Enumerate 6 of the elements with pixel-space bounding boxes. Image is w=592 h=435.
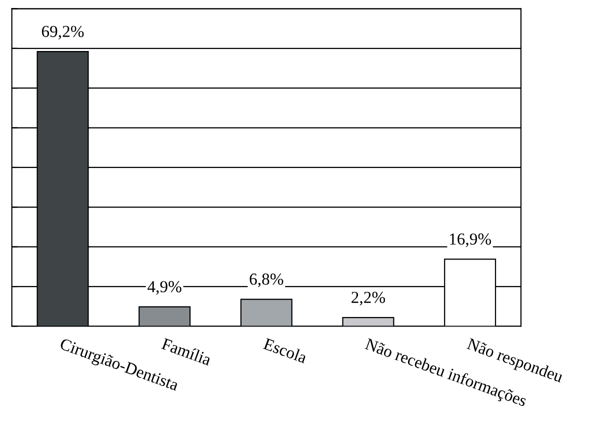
data-label: 4,9%: [148, 281, 182, 295]
data-label: 69,2%: [42, 26, 84, 40]
x-tick-label: Escola: [262, 338, 308, 364]
data-label: 2,2%: [352, 292, 386, 306]
data-label: 16,9%: [450, 233, 492, 248]
data-label: 6,8%: [250, 274, 284, 288]
